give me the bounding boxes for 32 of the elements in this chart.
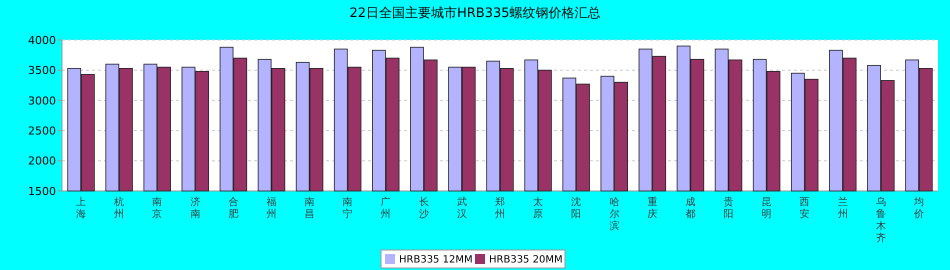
x-tick-label: 均价	[912, 196, 924, 220]
x-tick-label: 福州	[266, 196, 276, 220]
x-tick-label: 西安	[800, 197, 810, 220]
y-tick-label: 2500	[28, 124, 56, 138]
x-tick-label: 哈尔滨	[609, 196, 620, 232]
x-tick-label: 昆明	[762, 197, 772, 220]
x-tick-label: 南宁	[342, 196, 353, 220]
x-tick-label: 兰州	[838, 196, 848, 220]
x-tick-label: 乌鲁木齐	[876, 196, 886, 244]
legend-label: HRB335 20MM	[489, 254, 563, 266]
y-tick-label: 4000	[28, 34, 56, 47]
y-tick-label: 1500	[28, 184, 56, 198]
x-tick-label: 重庆	[647, 196, 658, 220]
y-tick-label: 3000	[28, 94, 56, 108]
chart-title: 22日全国主要城市HRB335螺纹钢价格汇总	[349, 5, 601, 21]
x-tick-label: 郑州	[495, 196, 505, 220]
x-tick-label: 济南	[190, 196, 200, 220]
x-tick-label: 广州	[380, 196, 391, 220]
x-tick-label: 武汉	[456, 196, 467, 220]
x-tick-label: 贵阳	[724, 196, 734, 220]
x-tick-label: 长沙	[418, 196, 429, 220]
x-tick-label: 太原	[533, 196, 544, 220]
x-tick-label: 杭州	[113, 196, 124, 220]
legend-label: HRB335 12MM	[399, 254, 473, 266]
x-tick-label: 南昌	[304, 196, 315, 220]
x-tick-label: 合肥	[228, 196, 238, 220]
y-tick-label: 3500	[28, 64, 56, 78]
x-tick-label: 沈阳	[571, 196, 582, 220]
y-tick-label: 2000	[28, 154, 56, 168]
x-tick-label: 上海	[76, 196, 86, 220]
x-tick-label: 成都	[685, 196, 696, 220]
x-tick-label: 南京	[152, 196, 162, 220]
